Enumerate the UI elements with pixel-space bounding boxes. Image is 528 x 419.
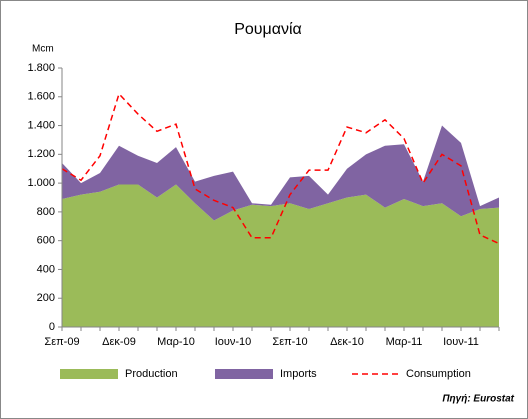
y-tick-label: 200 xyxy=(37,292,55,304)
chart-title: Ρουμανία xyxy=(234,21,302,38)
legend-swatch xyxy=(215,369,273,379)
area xyxy=(62,184,499,327)
legend-swatch xyxy=(60,369,118,379)
legend-label: Imports xyxy=(280,368,317,380)
y-tick-label: 800 xyxy=(37,206,55,218)
y-axis-label: Mcm xyxy=(32,44,54,55)
y-tick-label: 0 xyxy=(49,321,55,333)
y-tick-label: 1.800 xyxy=(27,62,55,74)
x-tick-label: Δεκ-09 xyxy=(102,336,136,348)
x-tick-label: Μαρ-11 xyxy=(386,336,423,348)
legend-label: Production xyxy=(125,368,178,380)
y-tick-label: 1.400 xyxy=(27,119,55,131)
y-tick-label: 1.200 xyxy=(27,148,55,160)
legend-label: Consumption xyxy=(406,368,471,380)
area xyxy=(62,125,499,221)
y-tick-label: 1.600 xyxy=(27,91,55,103)
x-tick-label: Σεπ-10 xyxy=(272,336,307,348)
x-tick-label: Σεπ-09 xyxy=(44,336,79,348)
source: Πηγή: Eurostat xyxy=(442,394,514,405)
x-tick-label: Ιουν-10 xyxy=(215,336,252,348)
x-tick-label: Δεκ-10 xyxy=(330,336,364,348)
y-tick-label: 400 xyxy=(37,263,55,275)
x-tick-label: Μαρ-10 xyxy=(157,336,195,348)
y-tick-label: 600 xyxy=(37,235,55,247)
line xyxy=(61,92,500,245)
x-tick-label: Ιουν-11 xyxy=(443,336,479,348)
y-tick-label: 1.000 xyxy=(27,177,55,189)
